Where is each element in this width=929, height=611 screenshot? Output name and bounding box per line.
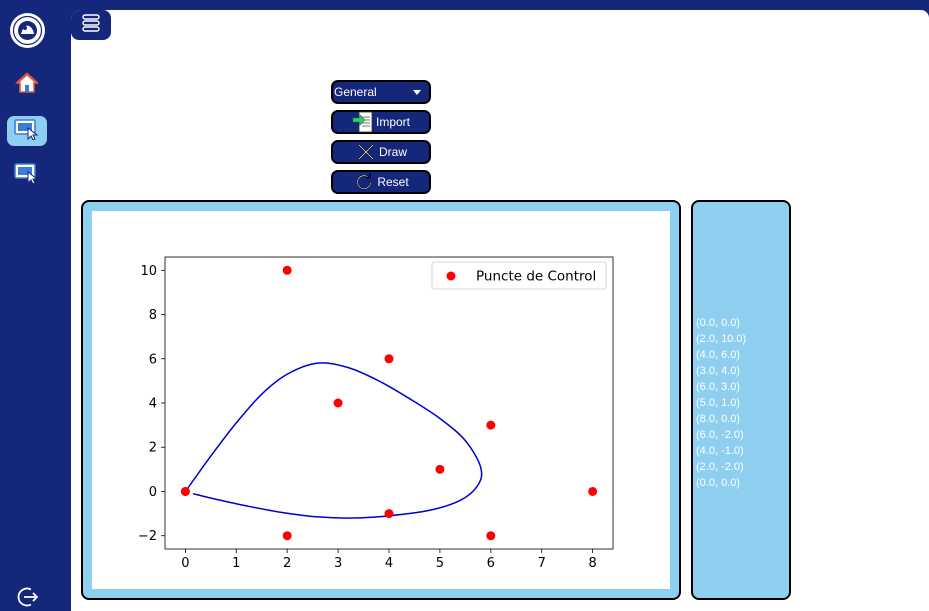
x-tick-label: 0 [181, 556, 189, 571]
mode-select[interactable]: General [331, 80, 431, 104]
y-tick-label: 0 [149, 485, 157, 500]
points-list: (0.0, 0.0) (2.0, 10.0) (4.0, 6.0) (3.0, 4.0… [696, 315, 746, 491]
points-list-item: (0.0, 0.0) [696, 317, 741, 329]
points-list-item: (2.0, -2.0) [696, 461, 744, 473]
y-tick-label: 2 [149, 441, 157, 456]
axis-ticks: 0 1 2 3 4 5 6 7 8 −2 0 2 4 6 8 10 [138, 264, 597, 571]
import-button[interactable]: Import [331, 110, 431, 134]
monitor-cursor-icon [14, 118, 40, 144]
control-point [486, 420, 496, 430]
control-point [282, 265, 292, 275]
x-tick-label: 2 [283, 556, 291, 571]
points-list-item: (2.0, 10.0) [696, 333, 747, 345]
control-point [180, 486, 190, 496]
points-list-item: (8.0, 0.0) [696, 413, 741, 425]
draw-label: Draw [378, 145, 407, 159]
points-list-item: (4.0, 6.0) [696, 349, 741, 361]
x-tick-label: 6 [487, 556, 495, 571]
legend-label: Puncte de Control [476, 269, 596, 285]
y-tick-label: −2 [138, 529, 157, 544]
x-tick-label: 7 [538, 556, 546, 571]
draw-tools-icon [355, 142, 377, 162]
draw-button[interactable]: Draw [331, 140, 431, 164]
university-logo [9, 12, 46, 49]
points-list-item: (5.0, 1.0) [696, 397, 741, 409]
control-point [282, 531, 292, 541]
home-icon [15, 71, 39, 99]
sidebar-item-editor-2[interactable] [7, 160, 47, 190]
x-tick-label: 3 [334, 556, 342, 571]
y-tick-label: 8 [149, 308, 157, 323]
bezier-curve [184, 362, 483, 519]
sidebar-item-editor[interactable] [7, 116, 47, 146]
control-point [486, 531, 496, 541]
sidebar-item-home[interactable] [7, 70, 47, 100]
points-panel: (0.0, 0.0) (2.0, 10.0) (4.0, 6.0) (3.0, 4.0… [691, 200, 791, 600]
axes-frame [164, 256, 614, 550]
chevron-down-icon [413, 89, 421, 95]
points-list-item: (6.0, 3.0) [696, 381, 741, 393]
control-points [180, 265, 598, 541]
control-point [384, 354, 394, 364]
control-point [333, 398, 343, 408]
bezier-chart: 0 1 2 3 4 5 6 7 8 −2 0 2 4 6 8 10 Puncte de Control [138, 256, 614, 571]
points-list-item: (0.0, 0.0) [696, 477, 741, 489]
monitor-cursor-icon [14, 162, 40, 188]
chart-canvas: 0 1 2 3 4 5 6 7 8 −2 0 2 4 6 8 10 Puncte de Control [92, 211, 670, 589]
x-tick-label: 1 [232, 556, 240, 571]
y-tick-label: 4 [149, 397, 157, 412]
chart-panel: 0 1 2 3 4 5 6 7 8 −2 0 2 4 6 8 10 Puncte de Control [81, 200, 681, 600]
legend-box [431, 261, 607, 290]
control-point [588, 486, 598, 496]
refresh-icon [353, 172, 375, 192]
hamburger-icon [81, 14, 101, 36]
import-label: Import [375, 115, 410, 129]
y-tick-label: 10 [140, 264, 157, 279]
legend-marker [446, 271, 456, 281]
reset-button[interactable]: Reset [331, 170, 431, 194]
legend: Puncte de Control [431, 261, 607, 290]
y-tick-label: 6 [149, 352, 157, 367]
control-point [435, 464, 445, 474]
sidebar [0, 0, 71, 611]
mode-select-value: General [334, 85, 377, 99]
reset-label: Reset [377, 175, 409, 189]
control-point [384, 509, 394, 519]
import-file-icon [352, 111, 374, 133]
x-tick-label: 5 [436, 556, 444, 571]
x-tick-label: 4 [385, 556, 393, 571]
logout-button[interactable] [14, 583, 42, 611]
points-list-item: (4.0, -1.0) [696, 445, 744, 457]
points-list-item: (6.0, -2.0) [696, 429, 744, 441]
logout-icon [14, 587, 42, 611]
points-list-item: (3.0, 4.0) [696, 365, 741, 377]
menu-button[interactable] [71, 10, 111, 40]
x-tick-label: 8 [588, 556, 596, 571]
